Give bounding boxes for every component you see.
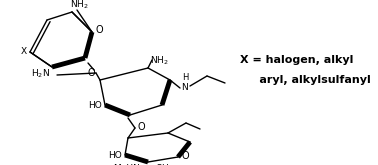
Text: O: O (95, 25, 102, 35)
Text: aryl, alkylsulfanyl: aryl, alkylsulfanyl (240, 75, 371, 85)
Text: MeHN: MeHN (113, 164, 140, 165)
Text: X = halogen, alkyl: X = halogen, alkyl (240, 55, 353, 65)
Text: O: O (138, 122, 146, 132)
Text: OH: OH (156, 164, 170, 165)
Text: H$_2$N: H$_2$N (31, 68, 50, 81)
Text: NH$_2$: NH$_2$ (150, 54, 169, 67)
Text: X: X (21, 48, 27, 56)
Text: H: H (182, 73, 188, 82)
Text: NH$_2$: NH$_2$ (70, 0, 88, 11)
Text: O: O (87, 68, 95, 78)
Text: O: O (181, 151, 189, 161)
Text: N: N (181, 83, 188, 93)
Text: HO: HO (108, 150, 122, 160)
Text: HO: HO (88, 100, 102, 110)
